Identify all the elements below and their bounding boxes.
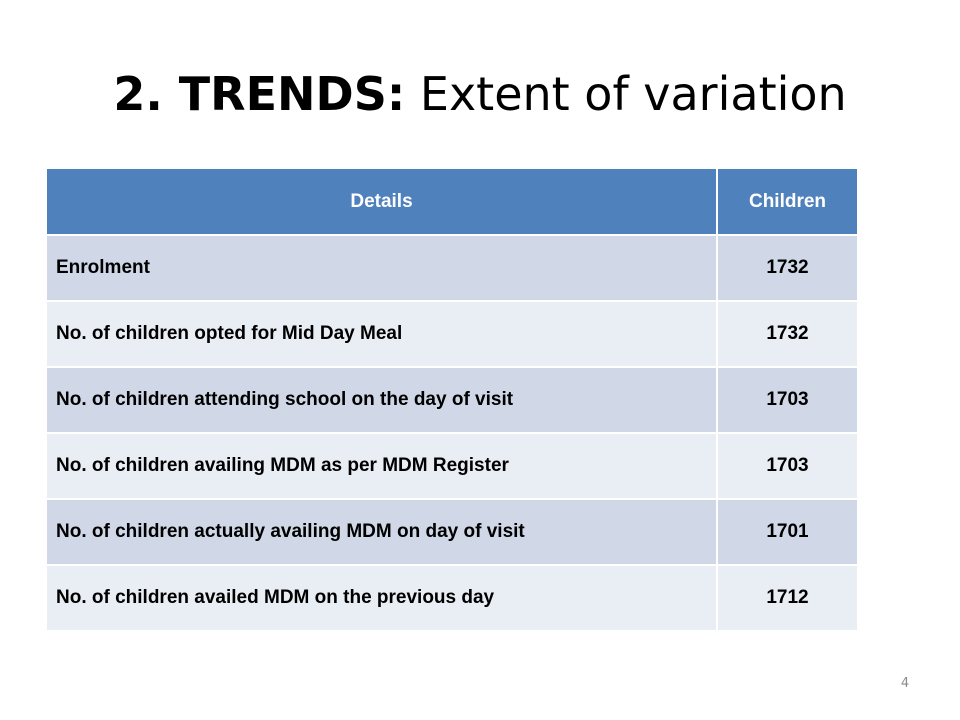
table-row: No. of children availing MDM as per MDM … bbox=[47, 433, 857, 500]
details-cell: No. of children availing MDM as per MDM … bbox=[47, 433, 718, 500]
table-row: No. of children opted for Mid Day Meal 1… bbox=[47, 301, 857, 368]
details-cell: No. of children actually availing MDM on… bbox=[47, 499, 718, 566]
slide-title: 2. TRENDS: Extent of variation bbox=[0, 52, 960, 136]
details-cell: Enrolment bbox=[47, 235, 718, 302]
slide-title-number: 2. TRENDS: bbox=[113, 67, 406, 121]
table-row: No. of children actually availing MDM on… bbox=[47, 499, 857, 566]
table-row: No. of children availed MDM on the previ… bbox=[47, 565, 857, 632]
details-cell: No. of children availed MDM on the previ… bbox=[47, 565, 718, 632]
table-row: No. of children attending school on the … bbox=[47, 367, 857, 434]
children-count-cell: 1712 bbox=[717, 565, 857, 632]
table-header-row: Details Children bbox=[47, 169, 857, 236]
header-children: Children bbox=[717, 169, 857, 236]
table-row: Enrolment 1732 bbox=[47, 235, 857, 302]
children-count-cell: 1703 bbox=[717, 367, 857, 434]
slide-title-text: Extent of variation bbox=[419, 67, 847, 121]
children-count-cell: 1732 bbox=[717, 301, 857, 368]
details-cell: No. of children opted for Mid Day Meal bbox=[47, 301, 718, 368]
children-count-cell: 1732 bbox=[717, 235, 857, 302]
trends-table: Details Children Enrolment 1732 No. of c… bbox=[47, 169, 857, 632]
page-number: 4 bbox=[900, 676, 910, 691]
header-details: Details bbox=[47, 169, 718, 236]
children-count-cell: 1703 bbox=[717, 433, 857, 500]
details-cell: No. of children attending school on the … bbox=[47, 367, 718, 434]
children-count-cell: 1701 bbox=[717, 499, 857, 566]
